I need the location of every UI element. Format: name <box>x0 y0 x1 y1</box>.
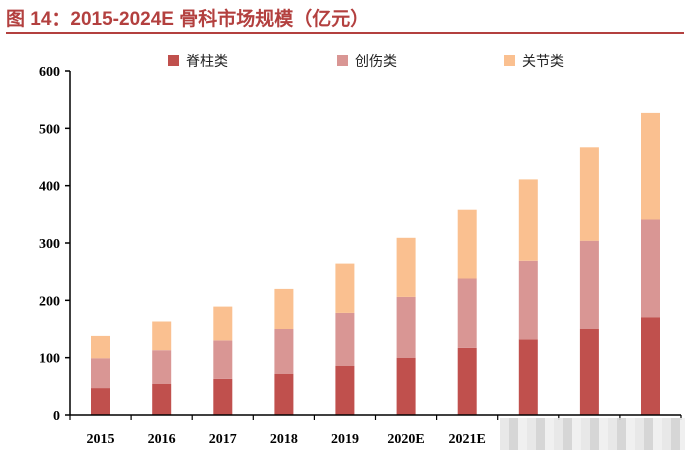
blurred-watermark <box>500 418 685 450</box>
x-tick-label: 2021E <box>448 432 485 447</box>
x-tick-label: 2017 <box>209 432 237 447</box>
bar-2017-series-1 <box>213 340 233 379</box>
bar-2024E-series-1 <box>641 219 660 318</box>
bar-2016-series-0 <box>152 384 172 415</box>
bar-2019-series-2 <box>335 263 355 313</box>
x-tick-label: 2016 <box>148 432 176 447</box>
legend-swatch <box>168 55 179 66</box>
x-tick-label: 2018 <box>270 432 298 447</box>
x-tick-label: 2019 <box>331 432 359 447</box>
bar-2024E-series-0 <box>641 317 660 415</box>
y-tick-label: 600 <box>39 65 60 80</box>
y-tick-label: 500 <box>39 122 60 137</box>
bar-2023E-series-1 <box>579 240 599 329</box>
legend-swatch <box>337 55 348 66</box>
bar-2020E-series-2 <box>396 237 416 297</box>
bar-2021E-series-2 <box>457 209 477 279</box>
bar-2017-series-0 <box>213 378 233 415</box>
y-tick-label: 0 <box>53 409 60 424</box>
bars <box>91 112 660 415</box>
y-tick-label: 200 <box>39 294 60 309</box>
bar-2015-series-0 <box>91 388 110 415</box>
bar-2024E-series-2 <box>641 112 660 220</box>
legend: 脊柱类 创伤类 关节类 <box>168 54 564 70</box>
legend-label: 创伤类 <box>355 54 397 70</box>
y-tick-label: 400 <box>39 180 60 195</box>
bar-2020E-series-1 <box>396 296 416 358</box>
bar-2018-series-1 <box>274 329 294 374</box>
bar-2016-series-2 <box>152 321 172 351</box>
bar-2023E-series-0 <box>579 329 599 415</box>
bar-2022E-series-0 <box>518 339 538 415</box>
bar-2023E-series-2 <box>579 147 599 241</box>
bar-2019-series-1 <box>335 312 355 366</box>
x-tick-label: 2020E <box>387 432 424 447</box>
bar-2017-series-2 <box>213 306 233 341</box>
bar-2015-series-2 <box>91 335 110 359</box>
bar-2019-series-0 <box>335 365 355 415</box>
bar-2022E-series-1 <box>518 260 538 340</box>
bar-2021E-series-0 <box>457 347 477 415</box>
x-tick-label: 2015 <box>87 432 115 447</box>
bar-2018-series-2 <box>274 288 294 329</box>
bar-2020E-series-0 <box>396 357 416 415</box>
bar-2021E-series-1 <box>457 278 477 348</box>
bar-2016-series-1 <box>152 350 172 384</box>
y-tick-label: 300 <box>39 237 60 252</box>
legend-swatch <box>504 55 515 66</box>
bar-2022E-series-2 <box>518 179 538 261</box>
legend-label: 关节类 <box>522 54 564 70</box>
bar-2018-series-0 <box>274 373 294 415</box>
bar-2015-series-1 <box>91 358 110 388</box>
legend-label: 脊柱类 <box>186 54 228 70</box>
y-tick-label: 100 <box>39 352 60 367</box>
chart-title: 图 14：2015-2024E 骨科市场规模（亿元） <box>6 9 370 30</box>
axes: 0 100 200 300 400 500 600 2015 2016 2017 2018 2019 2… <box>39 65 682 447</box>
title-underline <box>6 32 684 34</box>
